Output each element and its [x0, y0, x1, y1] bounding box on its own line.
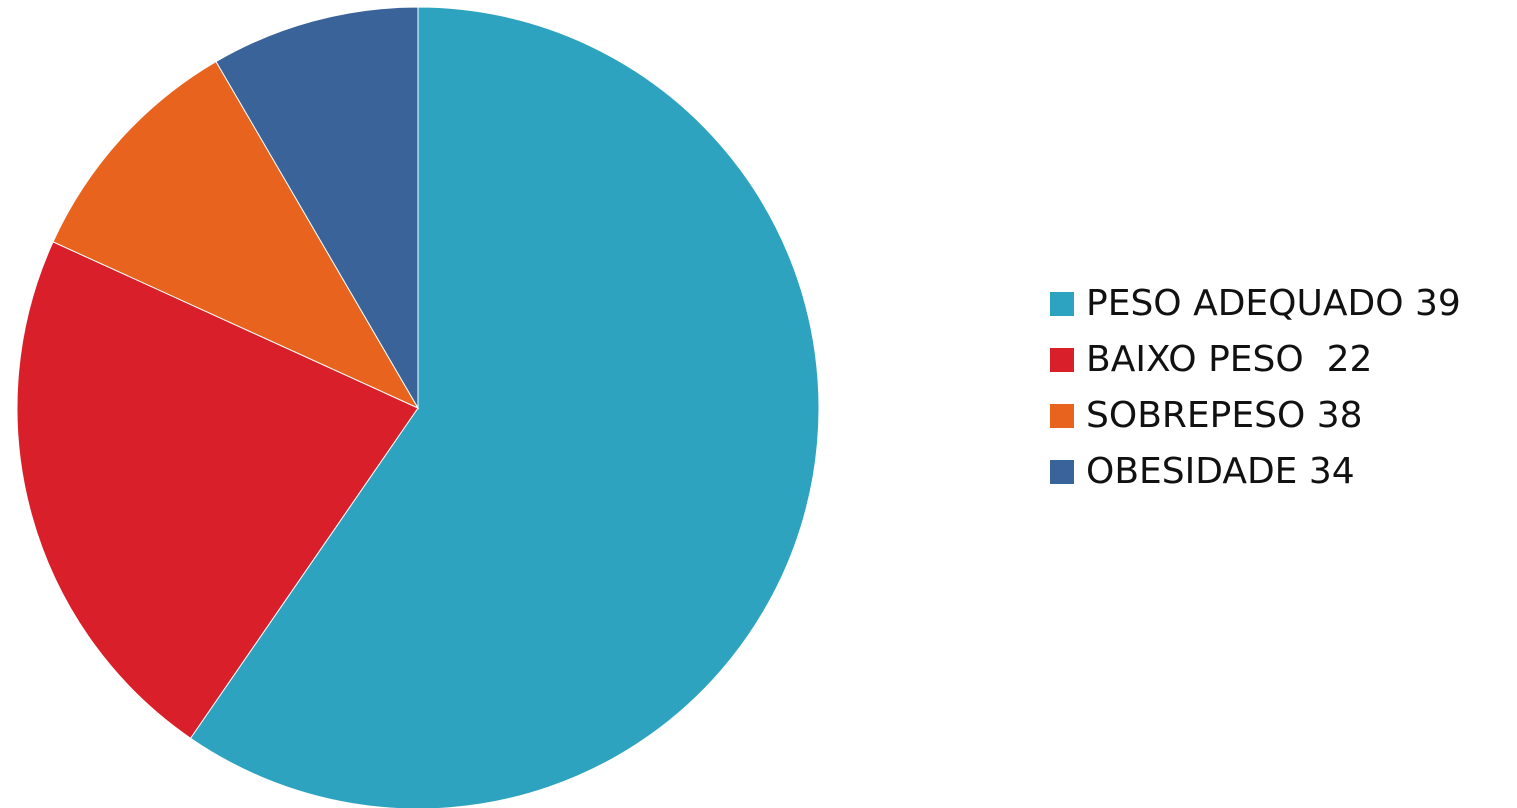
pie-slice-baixo-peso	[16, 241, 419, 739]
legend-swatch-peso-adequado	[1050, 292, 1074, 316]
legend-item-sobrepeso: SOBREPESO 38	[1050, 392, 1510, 440]
legend-swatch-baixo-peso	[1050, 348, 1074, 372]
legend-label-peso-adequado: PESO ADEQUADO 39	[1086, 283, 1461, 324]
legend-item-baixo-peso: BAIXO PESO 22	[1050, 336, 1510, 384]
legend: PESO ADEQUADO 39 BAIXO PESO 22 SOBREPESO…	[1050, 280, 1510, 504]
legend-label-sobrepeso: SOBREPESO 38	[1086, 395, 1363, 436]
legend-item-peso-adequado: PESO ADEQUADO 39	[1050, 280, 1510, 328]
legend-swatch-sobrepeso	[1050, 404, 1074, 428]
legend-label-baixo-peso: BAIXO PESO 22	[1086, 339, 1373, 380]
pie-slice-sobrepeso	[52, 60, 420, 410]
legend-swatch-obesidade	[1050, 460, 1074, 484]
pie-slice-obesidade	[215, 6, 419, 410]
legend-label-obesidade: OBESIDADE 34	[1086, 451, 1355, 492]
legend-item-obesidade: OBESIDADE 34	[1050, 448, 1510, 496]
pie-slice-peso-adequado	[189, 6, 820, 808]
